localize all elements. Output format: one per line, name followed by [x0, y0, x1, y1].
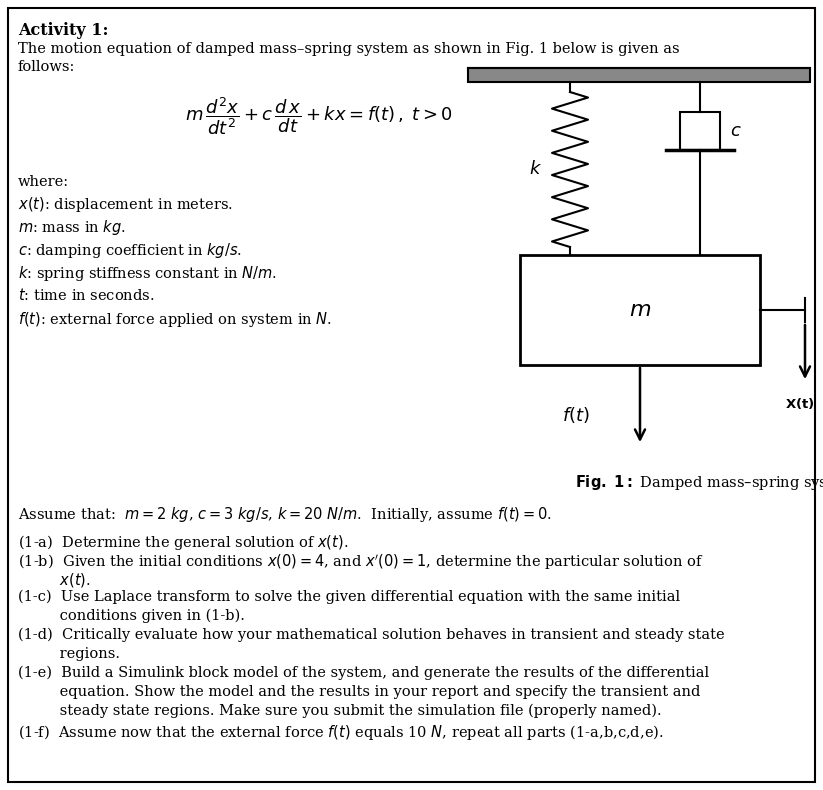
Text: $c$: $c$: [730, 122, 742, 140]
Text: equation. Show the model and the results in your report and specify the transien: equation. Show the model and the results…: [18, 685, 700, 699]
Text: $f(t)$: $f(t)$: [562, 405, 590, 425]
Text: $k$: spring stiffness constant in $N/m$.: $k$: spring stiffness constant in $N/m$.: [18, 264, 277, 283]
Text: follows:: follows:: [18, 60, 76, 74]
Text: $\mathbf{X(t)}$: $\mathbf{X(t)}$: [785, 396, 815, 411]
Text: $c$: damping coefficient in $kg/s$.: $c$: damping coefficient in $kg/s$.: [18, 241, 242, 260]
Text: $f(t)$: external force applied on system in $N$.: $f(t)$: external force applied on system…: [18, 310, 332, 329]
Text: conditions given in (1-b).: conditions given in (1-b).: [18, 609, 245, 623]
Text: (1-b)  Given the initial conditions $x(0) = 4$, and $x'(0) = 1$, determine the p: (1-b) Given the initial conditions $x(0)…: [18, 552, 704, 572]
Bar: [468, 68, 810, 82]
Text: $m$: mass in $kg$.: $m$: mass in $kg$.: [18, 218, 126, 237]
Text: where:: where:: [18, 175, 69, 189]
Text: (1-d)  Critically evaluate how your mathematical solution behaves in transient a: (1-d) Critically evaluate how your mathe…: [18, 628, 724, 642]
Text: $k$: $k$: [529, 160, 542, 179]
Text: The motion equation of damped mass–spring system as shown in Fig. 1 below is giv: The motion equation of damped mass–sprin…: [18, 42, 680, 56]
Text: (1-e)  Build a Simulink block model of the system, and generate the results of t: (1-e) Build a Simulink block model of th…: [18, 666, 709, 680]
Text: (1-f)  Assume now that the external force $f(t)$ equals 10 $N$, repeat all parts: (1-f) Assume now that the external force…: [18, 723, 663, 742]
Text: steady state regions. Make sure you submit the simulation file (properly named).: steady state regions. Make sure you subm…: [18, 704, 662, 718]
Bar: [680, 112, 720, 150]
Text: $m$: $m$: [629, 300, 651, 320]
Text: $t$: time in seconds.: $t$: time in seconds.: [18, 287, 155, 303]
Text: $x(t)$.: $x(t)$.: [18, 571, 91, 589]
Text: Assume that:  $m = 2$ $kg$, $c = 3$ $kg/s$, $k = 20$ $N/m$.  Initially, assume $: Assume that: $m = 2$ $kg$, $c = 3$ $kg/s…: [18, 505, 552, 524]
Text: (1-a)  Determine the general solution of $x(t)$.: (1-a) Determine the general solution of …: [18, 533, 348, 552]
Text: $x(t)$: displacement in meters.: $x(t)$: displacement in meters.: [18, 195, 233, 214]
Text: $m\,\dfrac{d^2x}{dt^2}+c\,\dfrac{d\,x}{dt}+kx = f(t)\,,\;t>0$: $m\,\dfrac{d^2x}{dt^2}+c\,\dfrac{d\,x}{d…: [185, 95, 453, 137]
Text: regions.: regions.: [18, 647, 120, 661]
Text: Activity 1:: Activity 1:: [18, 22, 109, 39]
Bar: [520, 255, 760, 365]
Text: (1-c)  Use Laplace transform to solve the given differential equation with the s: (1-c) Use Laplace transform to solve the…: [18, 590, 680, 604]
Text: $\mathbf{Fig.\ 1:}$ Damped mass–spring system.: $\mathbf{Fig.\ 1:}$ Damped mass–spring s…: [575, 473, 823, 492]
